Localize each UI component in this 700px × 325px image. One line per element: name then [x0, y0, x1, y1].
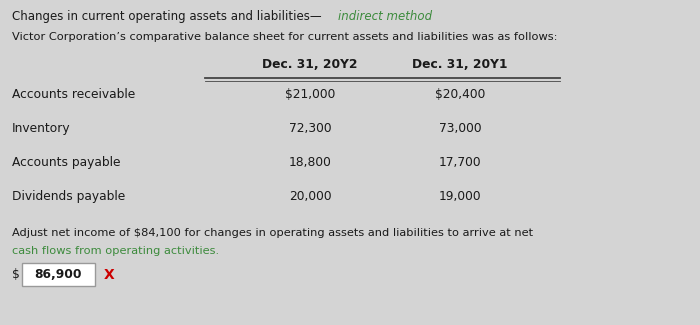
Text: Dec. 31, 20Y2: Dec. 31, 20Y2 [262, 58, 358, 71]
Text: Accounts receivable: Accounts receivable [12, 88, 135, 101]
Text: 18,800: 18,800 [288, 156, 331, 169]
Text: Accounts payable: Accounts payable [12, 156, 120, 169]
Text: 20,000: 20,000 [288, 190, 331, 203]
Text: $21,000: $21,000 [285, 88, 335, 101]
Text: $: $ [12, 268, 20, 281]
Text: Victor Corporation’s comparative balance sheet for current assets and liabilitie: Victor Corporation’s comparative balance… [12, 32, 557, 42]
Text: Dec. 31, 20Y1: Dec. 31, 20Y1 [412, 58, 507, 71]
Text: 72,300: 72,300 [288, 122, 331, 135]
Text: Inventory: Inventory [12, 122, 71, 135]
Text: cash flows from operating activities.: cash flows from operating activities. [12, 246, 219, 256]
Text: $20,400: $20,400 [435, 88, 485, 101]
Text: 17,700: 17,700 [439, 156, 482, 169]
Text: X: X [104, 268, 115, 282]
Text: Adjust net income of $84,100 for changes in operating assets and liabilities to : Adjust net income of $84,100 for changes… [12, 228, 533, 238]
Text: 73,000: 73,000 [439, 122, 482, 135]
Text: Changes in current operating assets and liabilities—: Changes in current operating assets and … [12, 10, 321, 23]
Text: 86,900: 86,900 [34, 268, 82, 281]
Text: indirect method: indirect method [338, 10, 432, 23]
Text: Dividends payable: Dividends payable [12, 190, 125, 203]
FancyBboxPatch shape [22, 263, 95, 285]
Text: 19,000: 19,000 [439, 190, 482, 203]
